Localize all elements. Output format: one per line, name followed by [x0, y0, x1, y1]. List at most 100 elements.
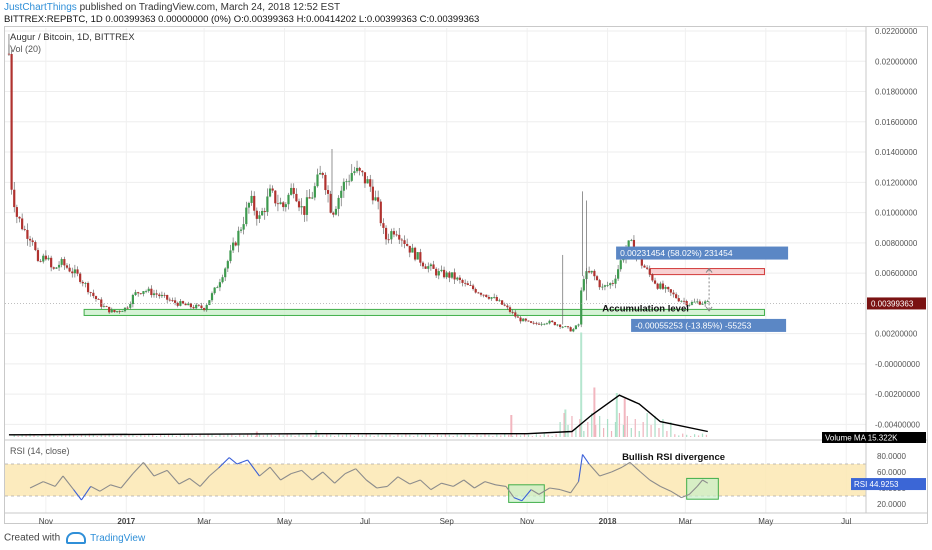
candle-body [305, 197, 309, 215]
candle-body [142, 291, 145, 294]
volume-bar [564, 409, 567, 437]
tradingview-link[interactable]: TradingView [90, 532, 146, 544]
rsi-line-segment [301, 469, 313, 481]
volume-bar [179, 434, 181, 437]
volume-bar [428, 434, 431, 437]
volume-bar [203, 435, 205, 437]
candle-body [701, 303, 704, 305]
measure-up-label: 0.00231454 (58.02%) 231454 [620, 248, 733, 258]
candle-body [543, 323, 546, 325]
volume-bar [100, 434, 102, 437]
candle-body [308, 197, 311, 199]
volume-bar [195, 436, 197, 437]
candle-body [329, 193, 332, 213]
candle-body [319, 172, 322, 175]
x-tick-label: Jul [360, 517, 370, 526]
volume-bar [310, 434, 312, 437]
volume-bar [701, 433, 704, 437]
volume-bar [270, 434, 272, 437]
candle-body [646, 267, 649, 269]
volume-bar [381, 435, 383, 437]
candle-body [279, 202, 282, 205]
rsi-line-segment [570, 481, 580, 494]
y-tick-label: 0.01600000 [875, 118, 918, 127]
candle-body [110, 310, 113, 313]
candle-body [453, 272, 456, 280]
candle-body [226, 261, 229, 269]
volume-bar [472, 436, 474, 437]
rsi-line-segment [629, 461, 641, 473]
volume-bar [57, 436, 59, 437]
candle-body [487, 297, 491, 299]
candle-body [229, 250, 232, 262]
candle-body [595, 276, 599, 281]
candle-body [690, 302, 694, 305]
candle-body [200, 305, 203, 309]
candle-body [643, 265, 646, 268]
volume-bar [199, 434, 201, 437]
volume-bar [322, 435, 324, 437]
candle-body [84, 283, 87, 284]
volume-bar [69, 433, 71, 437]
volume-bar [508, 434, 510, 437]
rsi-line-segment [660, 485, 672, 492]
candle-body [163, 294, 166, 296]
rsi-divergence-box [686, 477, 719, 500]
volume-bar [373, 436, 375, 437]
volume-bar [456, 434, 458, 437]
volume-bar [440, 435, 443, 437]
x-tick-label: Jul [841, 517, 851, 526]
candle-body [675, 294, 678, 299]
rsi-line-segment [611, 466, 623, 473]
candle-body [469, 285, 472, 286]
candle-body [400, 239, 403, 241]
rsi-line-segment [143, 462, 155, 477]
candle-body [237, 230, 240, 246]
volume-bar [674, 434, 676, 437]
volume-bar [504, 433, 506, 437]
candle-body [55, 267, 58, 269]
volume-bar [658, 428, 660, 437]
y-tick-label: 0.00600000 [875, 269, 918, 278]
candle-body [258, 215, 261, 219]
candle-body [648, 268, 651, 275]
candle-body [332, 212, 335, 215]
volume-bar [654, 416, 656, 437]
author-link[interactable]: JustChartThings [4, 2, 77, 13]
volume-bar [37, 436, 39, 437]
volume-bar [250, 434, 253, 437]
candle-body [479, 293, 483, 295]
volume-bar [345, 433, 348, 437]
volume-bar [120, 434, 122, 437]
candle-body [218, 282, 222, 288]
rsi-tick-label: 20.0000 [877, 500, 906, 509]
rsi-line-segment [387, 476, 399, 487]
candle-body [342, 181, 345, 191]
volume-bar [401, 435, 403, 437]
rsi-line-segment [430, 482, 442, 491]
volume-bar [650, 425, 652, 437]
candle-body [361, 170, 364, 173]
candle-body [158, 294, 161, 297]
x-tick-label: Nov [520, 517, 534, 526]
candle-body [129, 304, 132, 308]
candle-body [31, 240, 34, 243]
volume-bar [365, 433, 367, 437]
x-tick-label: Nov [39, 517, 53, 526]
volume-bar [555, 434, 557, 437]
volume-bar [551, 436, 553, 437]
candle-body [516, 316, 520, 318]
volume-ma-badge [822, 432, 926, 443]
rsi-line-segment [189, 477, 201, 487]
candle-body [42, 255, 45, 262]
rsi-line-segment [588, 463, 601, 477]
rsi-line-segment [376, 485, 388, 489]
candle-body [511, 311, 514, 313]
candle-body [384, 227, 388, 240]
volume-bar [500, 435, 502, 437]
candle-body [614, 278, 617, 284]
candle-body [326, 190, 330, 194]
candle-body [440, 269, 443, 272]
candle-body [421, 262, 425, 267]
